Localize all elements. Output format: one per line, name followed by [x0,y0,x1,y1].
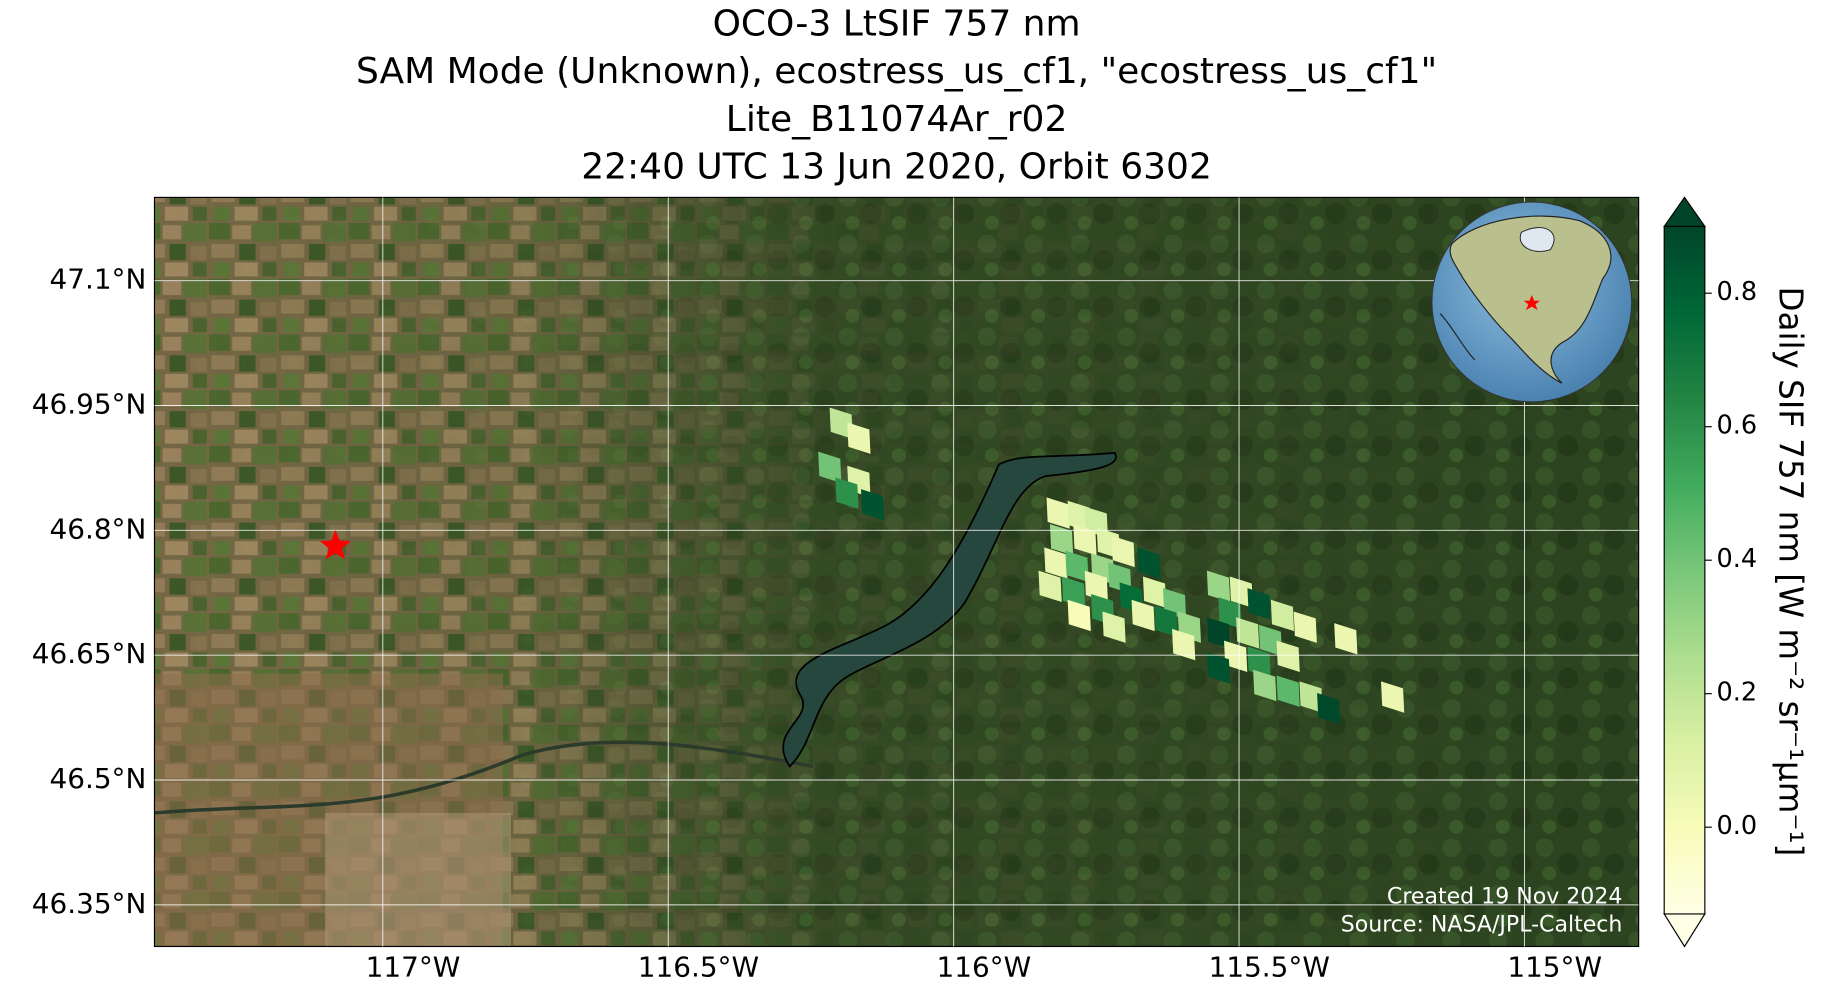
title-line: SAM Mode (Unknown), ecostress_us_cf1, "e… [356,51,1437,92]
sif-footprint [835,477,859,509]
colorbar-tick-label: 0.8 [1716,277,1757,307]
colorbar-tick-label: 0.6 [1716,411,1757,441]
sif-footprint [1317,693,1341,725]
colorbar-extend-top [1663,196,1706,228]
sif-footprint [1236,617,1260,649]
sif-footprint [1299,681,1323,713]
map-layer [154,197,1639,947]
sif-footprint [1111,535,1135,568]
sif-footprint [1067,599,1091,632]
annotation: Source: NASA/JPL-Caltech [1341,913,1623,938]
annotation: Created 19 Nov 2024 [1387,885,1622,910]
title-line: OCO-3 LtSIF 757 nm [713,4,1081,45]
satellite-background [154,197,1639,947]
colorbar-tick-label: 0.0 [1716,811,1757,841]
sif-footprint [1229,576,1253,608]
y-tick-label: 46.8°N [50,512,147,545]
target-marker [319,529,351,560]
x-tick-label: 115.5°W [1209,951,1330,984]
x-tick-label: 115°W [1507,951,1602,984]
sif-footprint [1381,681,1405,713]
sif-footprint [1276,675,1300,707]
sif-footprint [1172,628,1196,661]
sif-footprint [1049,524,1074,556]
sif-footprint [1038,570,1062,603]
sif-footprint [1044,547,1068,579]
sif-footprint [1206,570,1231,603]
colorbar-extend-bottom [1663,913,1706,948]
colorbar [1663,225,1706,915]
y-tick-label: 47.1°N [50,263,147,296]
title-line: 22:40 UTC 13 Jun 2020, Orbit 6302 [581,146,1212,187]
sif-footprint [1102,611,1126,643]
sif-footprint [1137,547,1161,579]
sif-footprint [1270,599,1295,632]
sif-footprint [1154,605,1178,637]
sif-footprint [1131,599,1155,632]
sif-footprint [860,489,885,521]
x-tick-label: 116°W [937,951,1032,984]
sif-footprint [1142,576,1167,608]
sif-footprint [1334,623,1358,655]
inset-globe [1431,201,1633,403]
sif-footprint [1258,624,1283,657]
x-tick-label: 116.5°W [638,951,759,984]
colorbar-tick-label: 0.4 [1716,544,1757,574]
sif-footprint [818,451,842,484]
sif-footprint [829,407,853,439]
sif-footprint [1247,588,1271,620]
y-tick-label: 46.65°N [32,637,147,670]
sif-footprint [1224,640,1248,672]
sif-footprint [1046,497,1070,529]
y-tick-label: 46.95°N [32,387,147,420]
x-tick-label: 117°W [366,951,461,984]
sif-footprint [1293,611,1317,643]
sif-footprint [1084,570,1108,603]
colorbar-tick-label: 0.2 [1716,678,1757,708]
sif-footprint [1206,652,1231,684]
map-frame [153,196,1640,948]
y-tick-label: 46.35°N [32,887,147,920]
sif-footprint [1065,550,1089,583]
sif-footprint [1073,524,1097,556]
colorbar-label: Daily SIF 757 nm [W m⁻² sr⁻¹μm⁻¹] [1771,286,1809,856]
sif-footprint [1253,669,1277,702]
sif-footprint [1276,640,1300,672]
sif-footprint [847,422,871,454]
sif-footprint [1218,597,1242,629]
y-tick-label: 46.5°N [50,762,147,795]
title-line: Lite_B11074Ar_r02 [726,99,1068,140]
